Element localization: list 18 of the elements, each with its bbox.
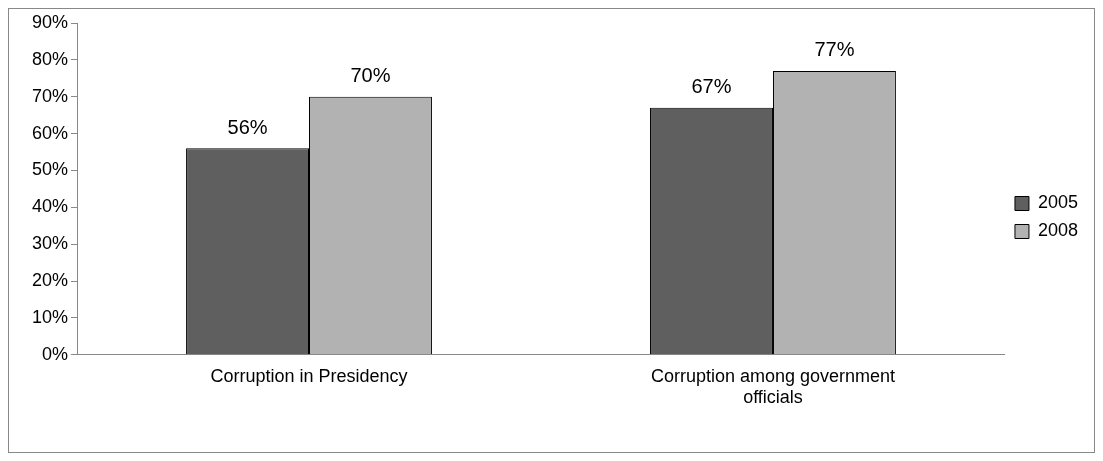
legend-label: 2005 (1037, 192, 1078, 213)
y-tick-label: 20% (32, 270, 69, 291)
y-tick-label: 60% (32, 122, 69, 143)
y-tick-label: 50% (32, 159, 69, 180)
y-tick-label: 40% (32, 196, 69, 217)
y-tick-label: 70% (32, 85, 69, 106)
data-label: 56% (227, 115, 268, 138)
data-label: 70% (350, 64, 391, 87)
x-tick-label: Corruption among government officials (650, 365, 896, 408)
y-tick-label: 90% (32, 11, 69, 32)
y-tick-label: 80% (32, 48, 69, 69)
legend-label: 2008 (1037, 220, 1078, 241)
y-tick-label: 0% (42, 343, 69, 364)
data-label: 77% (814, 38, 855, 61)
y-tick-label: 10% (32, 306, 69, 327)
data-label: 67% (691, 75, 732, 98)
x-tick-label: Corruption in Presidency (210, 365, 408, 386)
y-tick-label: 30% (32, 233, 69, 254)
